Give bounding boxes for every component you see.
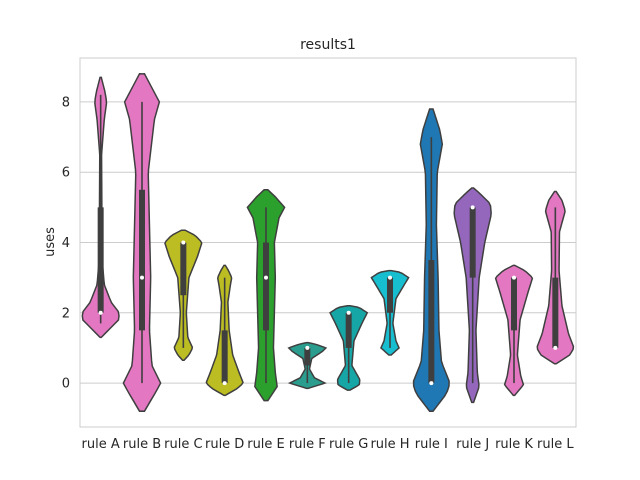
violin-median [346,310,351,315]
violin-median [553,345,558,350]
x-tick-label: rule E [247,437,285,452]
violin-iqr-box [97,207,104,313]
x-tick-label: rule C [164,437,202,452]
violin-iqr-box [139,189,145,331]
x-tick-label: rule H [370,437,409,452]
x-tick-label: rule J [456,437,489,452]
violin-median [181,240,186,245]
violin-rule-b [122,73,162,412]
violin-iqr-box [345,312,352,348]
grid-lines [80,101,576,384]
violin-median [305,345,310,350]
x-tick-label: rule K [495,437,533,452]
y-tick-label: 2 [62,306,70,321]
plot-frame [79,57,577,428]
violin-rule-l [536,190,575,365]
violin-iqr-box [180,242,187,296]
violin-rule-h [370,269,410,356]
y-tick-labels: 0 2 4 6 8 [62,95,70,391]
violin-iqr-box [469,207,476,278]
violin-rule-k [494,264,534,397]
y-tick-label: 4 [62,236,70,251]
violin-median [470,205,475,210]
violin-median [429,381,434,386]
violin-median [512,275,516,280]
violin-median [264,275,268,280]
violin-median [98,310,103,315]
y-tick-label: 8 [62,95,70,110]
violin-iqr-box [428,260,435,384]
x-tick-label: rule D [205,437,244,452]
violin-iqr-box [263,242,269,331]
x-tick-label: rule A [82,437,120,452]
violin-rule-f [287,341,328,390]
violin-median [140,275,144,280]
violin-median [222,381,227,386]
y-tick-label: 0 [62,377,70,392]
x-tick-label: rule G [329,437,368,452]
y-axis-label: uses [43,227,58,257]
violin-rule-d [205,264,244,397]
x-tick-label: rule B [123,437,161,452]
violin-rule-a [81,76,120,339]
violin-rule-c [164,229,203,361]
violin-iqr-box [387,277,393,313]
violins [81,73,575,412]
violin-rule-i [412,108,450,412]
x-tick-label: rule L [537,437,574,452]
chart-title: results1 [300,37,356,53]
violin-median [388,275,392,280]
x-tick-label: rule I [415,437,448,452]
violin-iqr-box [304,347,311,366]
y-tick-label: 6 [62,166,70,181]
violin-iqr-box [511,277,517,331]
x-tick-label: rule F [289,437,326,452]
violin-rule-j [453,187,492,404]
violin-iqr-box [552,277,559,348]
violin-iqr-box [221,330,228,384]
violin-rule-e [246,189,286,402]
violin-rule-g [329,305,369,391]
